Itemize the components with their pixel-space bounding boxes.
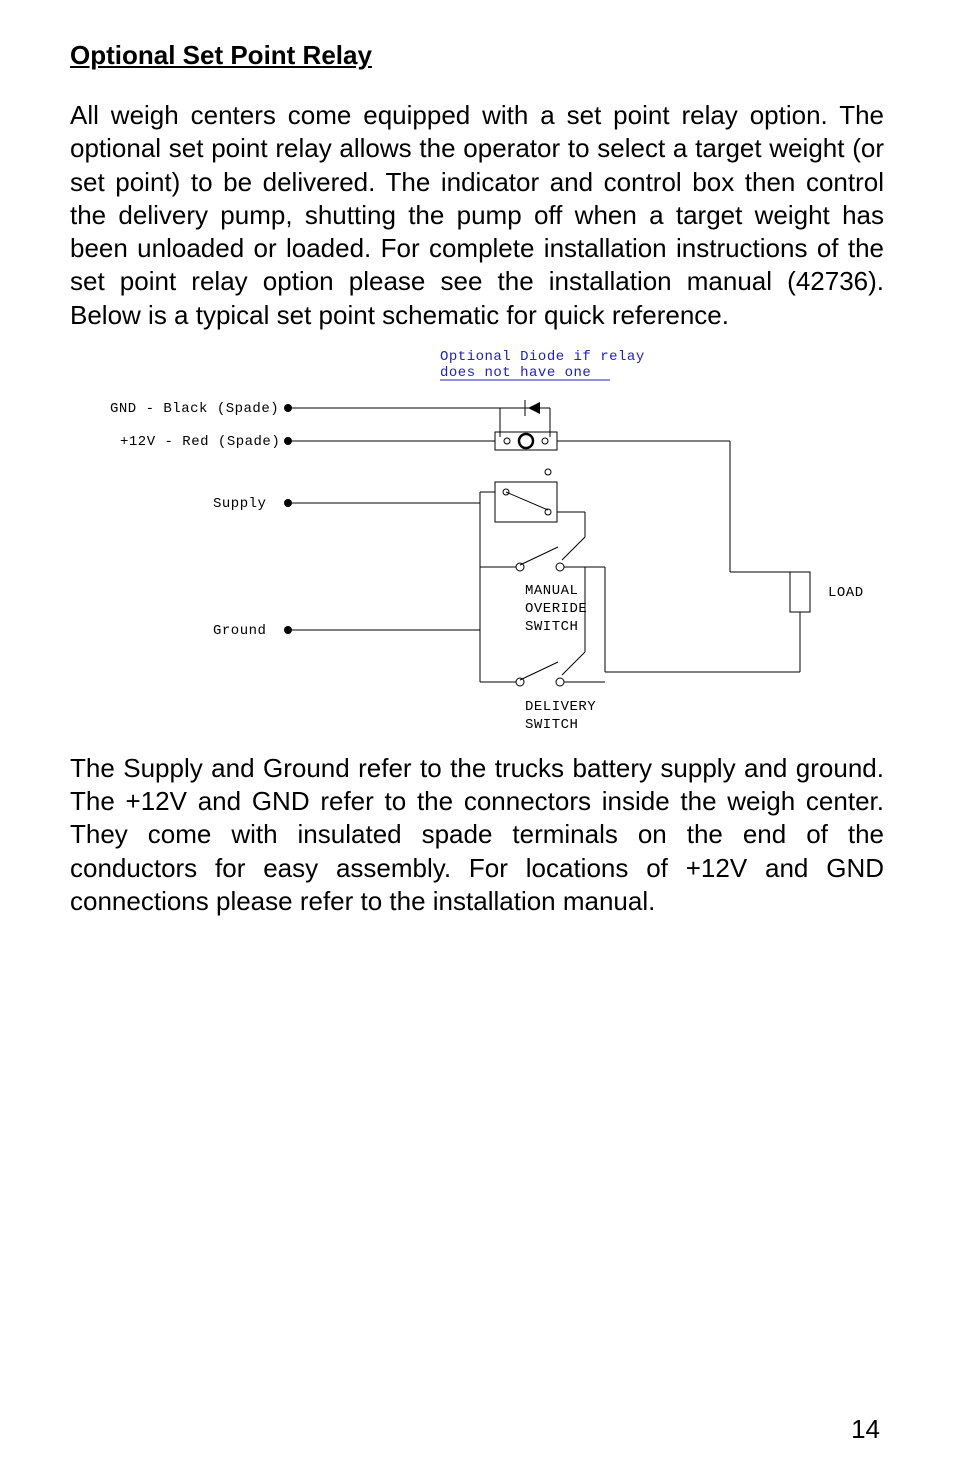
gnd-terminal bbox=[284, 404, 292, 412]
manual-label-1: MANUAL bbox=[525, 583, 578, 599]
delivery-switch-pole2 bbox=[556, 678, 564, 686]
delivery-label-1: DELIVERY bbox=[525, 699, 596, 715]
page-number: 14 bbox=[851, 1414, 880, 1445]
section-heading: Optional Set Point Relay bbox=[70, 40, 884, 71]
gnd-label: GND - Black (Spade) bbox=[110, 401, 279, 417]
supply-label: Supply bbox=[213, 496, 266, 512]
v12-terminal bbox=[284, 437, 292, 445]
ground-label: Ground bbox=[213, 623, 266, 639]
diode-triangle bbox=[528, 402, 540, 414]
v12-label: +12V - Red (Spade) bbox=[120, 434, 280, 450]
manual-label-3: SWITCH bbox=[525, 619, 578, 635]
diode-label-line2: does not have one bbox=[440, 365, 591, 381]
relay-box bbox=[495, 482, 557, 522]
diode-label-line1: Optional Diode if relay bbox=[440, 349, 645, 365]
load-label: LOAD bbox=[828, 585, 864, 601]
supply-terminal bbox=[284, 499, 292, 507]
relay-coil bbox=[519, 434, 533, 448]
manual-switch-pole2 bbox=[556, 563, 564, 571]
schematic-diagram: Optional Diode if relay does not have on… bbox=[70, 342, 884, 742]
ground-terminal bbox=[284, 626, 292, 634]
paragraph-2: The Supply and Ground refer to the truck… bbox=[70, 752, 884, 918]
paragraph-1: All weigh centers come equipped with a s… bbox=[70, 99, 884, 332]
manual-label-2: OVERIDE bbox=[525, 601, 587, 617]
delivery-label-2: SWITCH bbox=[525, 717, 578, 733]
load-box bbox=[790, 572, 810, 612]
